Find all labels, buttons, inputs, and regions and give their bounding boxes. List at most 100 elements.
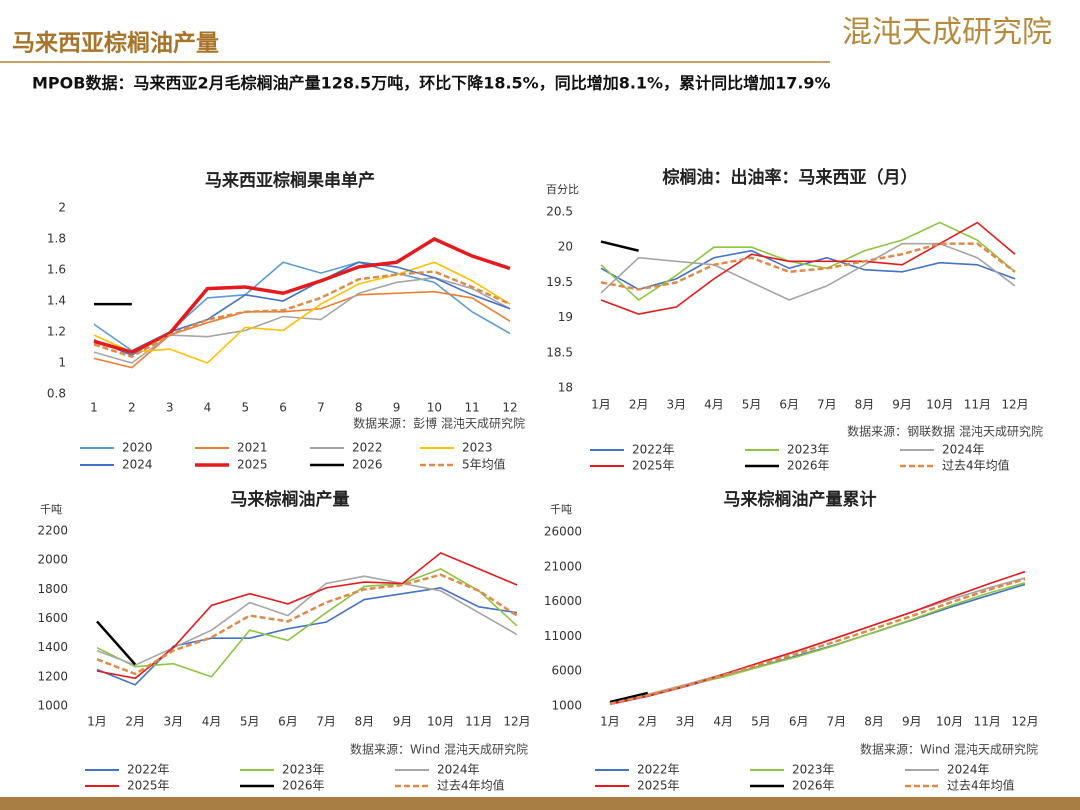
- y-tick-label: 1.4: [47, 294, 66, 308]
- x-tick-label: 5月: [240, 715, 260, 729]
- x-tick-label: 10月: [926, 398, 953, 412]
- x-tick-label: 8月: [855, 398, 875, 412]
- source-note: 数据来源：Wind 混沌天成研究院: [350, 742, 528, 757]
- source-note: 数据来源：钢联数据 混沌天成研究院: [847, 424, 1043, 439]
- legend-label: 2024: [122, 458, 153, 472]
- y-tick-label: 1600: [37, 611, 68, 625]
- y-tick-label: 1000: [551, 699, 582, 713]
- x-tick-label: 4月: [704, 398, 724, 412]
- x-tick-label: 12月: [503, 715, 530, 729]
- summary: MPOB数据：马来西亚2月毛棕榈油产量128.5万吨，环比下降18.5%，同比增…: [32, 74, 831, 93]
- x-tick-label: 1: [90, 401, 98, 415]
- y-axis-label: 千吨: [40, 503, 62, 516]
- y-tick-label: 11000: [544, 629, 582, 643]
- y-tick-label: 1.8: [47, 232, 66, 246]
- series-line: [600, 242, 1016, 291]
- x-tick-label: 8月: [354, 715, 374, 729]
- chart-title: 马来棕榈油产量累计: [724, 489, 877, 510]
- source-note: 数据来源：彭博 混沌天成研究院: [353, 416, 525, 431]
- series-line: [600, 221, 1016, 315]
- series-line: [93, 261, 511, 352]
- chart-title: 马来西亚棕榈果串单产: [205, 170, 375, 191]
- y-tick-label: 2000: [37, 553, 68, 567]
- legend-label: 2026年: [282, 779, 325, 793]
- legend-label: 2026: [352, 458, 383, 472]
- y-tick-label: 1: [58, 356, 66, 370]
- series-line: [93, 237, 511, 355]
- y-tick-label: 20: [558, 240, 573, 254]
- series-line: [609, 570, 1026, 706]
- y-tick-label: 0.8: [47, 387, 66, 401]
- x-tick-label: 2: [128, 401, 136, 415]
- x-tick-label: 12月: [1011, 715, 1038, 729]
- series-line: [609, 577, 1026, 705]
- x-tick-label: 6月: [789, 715, 809, 729]
- y-tick-label: 1.2: [47, 325, 66, 339]
- y-tick-label: 16000: [544, 594, 582, 608]
- series-line: [600, 221, 1016, 302]
- x-tick-label: 2月: [629, 398, 649, 412]
- legend-label: 2023年: [792, 763, 835, 777]
- legend-label: 2024年: [437, 763, 480, 777]
- series-line: [609, 577, 1026, 705]
- x-tick-label: 4月: [713, 715, 733, 729]
- x-tick-label: 5月: [742, 398, 762, 412]
- legend-label: 过去4年均值: [942, 458, 1010, 473]
- x-tick-label: 10: [427, 401, 442, 415]
- x-tick-label: 6月: [278, 715, 298, 729]
- series-line: [93, 261, 511, 364]
- y-tick-label: 18.5: [546, 345, 573, 359]
- series-line: [96, 620, 137, 666]
- x-tick-label: 8: [355, 401, 363, 415]
- series-line: [609, 581, 1026, 704]
- series-line: [609, 691, 649, 704]
- series-line: [96, 551, 518, 680]
- legend-label: 2025年: [127, 779, 170, 793]
- y-tick-label: 19: [558, 310, 573, 324]
- y-axis-label: 千吨: [550, 503, 572, 516]
- series-line: [600, 249, 1016, 291]
- x-tick-label: 2月: [638, 715, 658, 729]
- x-tick-label: 7月: [316, 715, 336, 729]
- y-tick-label: 6000: [551, 664, 582, 678]
- series-line: [96, 587, 518, 686]
- x-tick-label: 10月: [936, 715, 963, 729]
- source-note: 数据来源：Wind 混沌天成研究院: [860, 742, 1038, 757]
- x-tick-label: 11月: [974, 715, 1001, 729]
- legend-label: 2026年: [787, 459, 830, 473]
- x-tick-label: 7: [317, 401, 325, 415]
- series-line: [96, 575, 518, 667]
- y-tick-label: 1.6: [47, 263, 66, 277]
- legend-label: 2025年: [637, 779, 680, 793]
- legend-label: 2026年: [792, 779, 835, 793]
- series-line: [600, 240, 639, 252]
- legend-label: 2023年: [282, 763, 325, 777]
- legend-label: 过去4年均值: [947, 778, 1015, 793]
- legend-label: 2025年: [632, 459, 675, 473]
- y-tick-label: 1200: [37, 669, 68, 683]
- x-tick-label: 11月: [964, 398, 991, 412]
- x-tick-label: 3月: [676, 715, 696, 729]
- series-line: [96, 568, 518, 678]
- footer-bar: [0, 797, 1080, 810]
- y-tick-label: 20.5: [546, 205, 573, 219]
- legend-label: 2022年: [632, 443, 675, 457]
- legend-label: 2023年: [787, 443, 830, 457]
- x-tick-label: 3: [166, 401, 174, 415]
- x-tick-label: 3月: [666, 398, 686, 412]
- legend-label: 2022年: [637, 763, 680, 777]
- y-tick-label: 1800: [37, 582, 68, 596]
- legend-label: 2024年: [942, 443, 985, 457]
- legend-label: 过去4年均值: [437, 778, 505, 793]
- x-tick-label: 5: [241, 401, 249, 415]
- x-tick-label: 1月: [87, 715, 107, 729]
- chart-title: 棕榈油：出油率：马来西亚（月）: [663, 167, 918, 188]
- x-tick-label: 7月: [827, 715, 847, 729]
- y-tick-label: 18: [558, 381, 573, 395]
- x-tick-label: 5月: [751, 715, 771, 729]
- chart-title: 马来棕榈油产量: [231, 489, 350, 510]
- x-tick-label: 11: [465, 401, 480, 415]
- logo: 混沌天成研究院: [842, 15, 1052, 50]
- x-tick-label: 6月: [779, 398, 799, 412]
- legend-label: 2021: [237, 441, 268, 455]
